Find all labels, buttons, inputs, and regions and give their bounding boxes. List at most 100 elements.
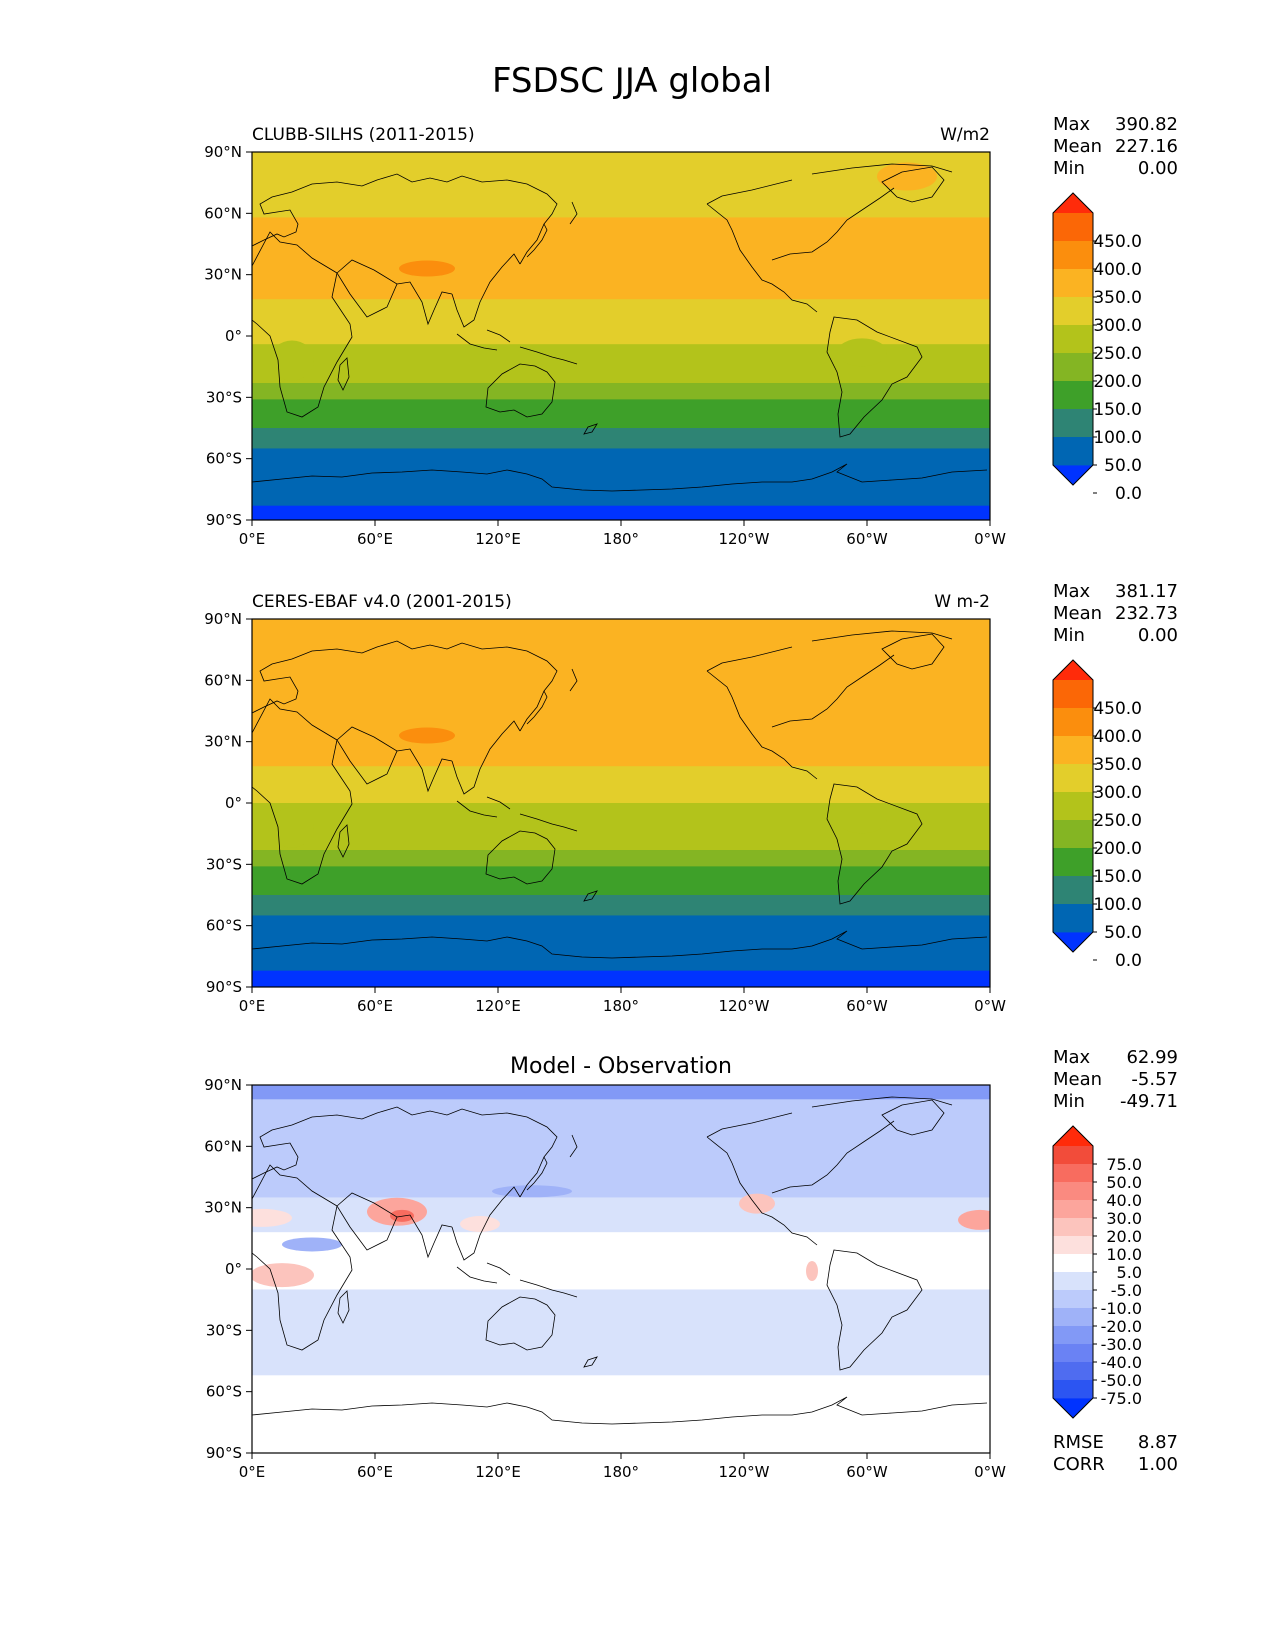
colorbar-segment: [1053, 1344, 1093, 1363]
lon-tick-label: 60°E: [357, 997, 393, 1015]
colorbar-label: 150.0: [1093, 400, 1142, 420]
lon-tick-label: 0°W: [974, 1463, 1006, 1481]
colorbar-label: 50.0: [1104, 923, 1142, 943]
map-band: [252, 1197, 990, 1233]
stat-value: -5.57: [1131, 1069, 1178, 1090]
map-patch: [739, 1193, 775, 1214]
panels-root: 90°N60°N30°N0°30°S60°S90°S0°E 60°E 120°E 18…: [204, 114, 1178, 1481]
colorbar-segment: [1053, 1380, 1093, 1399]
colorbar-extend-top: [1053, 193, 1093, 213]
stat-value: 62.99: [1126, 1047, 1178, 1068]
colorbar-label: 300.0: [1093, 783, 1142, 803]
map-band: [252, 428, 990, 449]
map-patch: [837, 805, 887, 834]
lon-tick-label: 60°W: [846, 530, 888, 548]
colorbar-segment: [1053, 1182, 1093, 1201]
colorbar-label: 100.0: [1093, 895, 1142, 915]
lat-tick-label: 30°N: [204, 733, 242, 751]
colorbar-segment: [1053, 1164, 1093, 1183]
colorbar-segment: [1053, 1308, 1093, 1327]
map-band: [252, 704, 990, 767]
panel-center-title: Model - Observation: [510, 1054, 732, 1079]
lat-tick-label: 0°: [225, 327, 242, 345]
colorbar: 450.0 400.0 350.0 300.0 250.0 200.0 150.0 100.0…: [1052, 659, 1142, 971]
lat-tick-label: 90°N: [204, 143, 242, 161]
colorbar-segment: [1053, 876, 1093, 905]
colorbar-label: 400.0: [1093, 727, 1142, 747]
panel-diff: 90°N 60°N 30°N 0° 30°S 60°S 90°S0°E 60°E 120°E 18…: [204, 1047, 1178, 1481]
colorbar-label: 30.0: [1106, 1209, 1142, 1228]
colorbar-label: -40.0: [1101, 1353, 1142, 1372]
lat-tick-label: 90°S: [206, 511, 242, 529]
colorbar: 450.0 400.0 350.0 300.0 250.0 200.0 150.0 100.0…: [1052, 192, 1142, 504]
colorbar-segment: [1053, 241, 1093, 270]
map-band: [252, 448, 990, 507]
colorbar-label: 50.0: [1104, 456, 1142, 476]
colorbar-segment: [1053, 353, 1093, 382]
colorbar-segment: [1053, 1272, 1093, 1291]
colorbar-label: -30.0: [1101, 1335, 1142, 1354]
metric-value: 8.87: [1138, 1432, 1178, 1453]
panel-units: W/m2: [940, 125, 990, 145]
panel-left-title: CLUBB-SILHS (2011-2015): [252, 125, 475, 145]
colorbar-label: -5.0: [1111, 1281, 1142, 1300]
colorbar-segment: [1053, 1290, 1093, 1309]
colorbar-label: 400.0: [1093, 260, 1142, 280]
colorbar-extend-bottom: [1053, 1398, 1093, 1418]
colorbar-label: 40.0: [1106, 1191, 1142, 1210]
panel-obs: 90°N 60°N 30°N 0° 30°S 60°S 90°S0°E 60°E 120°E 18…: [204, 581, 1178, 1015]
panel-model: 90°N 60°N 30°N 0° 30°S 60°S 90°S0°E 60°E 120°E 18…: [204, 114, 1178, 548]
map-patch: [806, 1261, 818, 1282]
colorbar-segment: [1053, 1218, 1093, 1237]
map-band: [252, 383, 990, 400]
map-band: [252, 1232, 990, 1290]
colorbar-segment: [1053, 269, 1093, 298]
metric-label: RMSE: [1053, 1432, 1104, 1453]
colorbar-label: 10.0: [1106, 1245, 1142, 1264]
lon-tick-label: 60°W: [846, 997, 888, 1015]
map-patch: [877, 162, 937, 191]
colorbar-segment: [1053, 1200, 1093, 1219]
colorbar: 75.050.040.030.020.010.05.0-5.0-10.0-20.…: [1052, 1125, 1142, 1419]
colorbar-segment: [1053, 213, 1093, 242]
stat-value: 381.17: [1115, 581, 1178, 602]
colorbar-label: 100.0: [1093, 428, 1142, 448]
colorbar-label: 250.0: [1093, 344, 1142, 364]
colorbar-label: -50.0: [1101, 1371, 1142, 1390]
lon-tick-label: 180°: [603, 997, 639, 1015]
colorbar-segment: [1053, 708, 1093, 737]
map-band: [252, 1150, 990, 1198]
colorbar-label: 300.0: [1093, 316, 1142, 336]
stat-value: 227.16: [1115, 136, 1178, 157]
lon-tick-label: 0°E: [239, 1463, 266, 1481]
map-band: [252, 1085, 990, 1100]
stat-label: Min: [1053, 158, 1085, 179]
lat-tick-label: 0°: [225, 1260, 242, 1278]
lon-tick-label: 60°E: [357, 1463, 393, 1481]
map-band: [252, 1289, 990, 1376]
map-band: [252, 1099, 990, 1151]
lat-tick-label: 30°S: [206, 1321, 242, 1339]
map-patch: [958, 1209, 990, 1230]
map-band: [252, 850, 990, 867]
colorbar-segment: [1053, 792, 1093, 821]
colorbar-label: 450.0: [1093, 232, 1142, 252]
colorbar-segment: [1053, 409, 1093, 438]
lon-tick-label: 120°W: [719, 997, 770, 1015]
stat-label: Min: [1053, 625, 1085, 646]
map-field: [252, 152, 990, 520]
colorbar-segment: [1053, 1146, 1093, 1165]
lat-tick-label: 60°N: [204, 671, 242, 689]
lat-tick-label: 90°S: [206, 1444, 242, 1462]
lon-tick-label: 120°E: [475, 530, 521, 548]
map-band: [252, 915, 990, 972]
colorbar-label: 20.0: [1106, 1227, 1142, 1246]
colorbar-label: 350.0: [1093, 755, 1142, 775]
colorbar-segment: [1053, 381, 1093, 410]
lat-tick-label: 30°N: [204, 266, 242, 284]
map-band: [252, 1375, 990, 1453]
colorbar-label: 150.0: [1093, 867, 1142, 887]
colorbar-segment: [1053, 820, 1093, 849]
colorbar-segment: [1053, 904, 1093, 933]
colorbar-label: 5.0: [1117, 1263, 1142, 1282]
